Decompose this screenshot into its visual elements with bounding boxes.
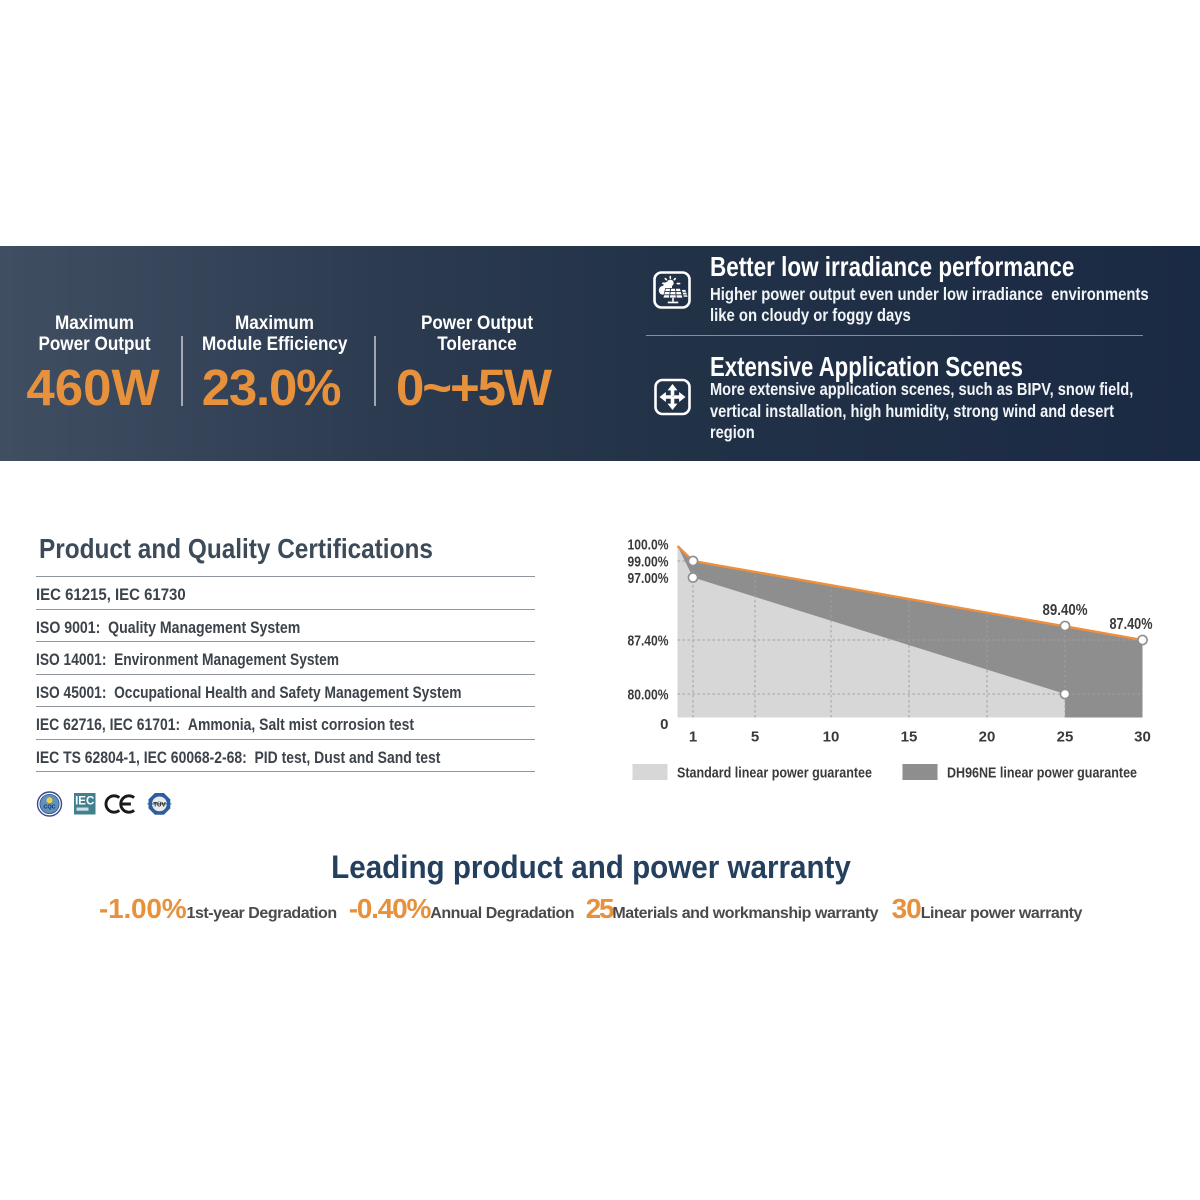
svg-text:DH96NE linear power guarantee: DH96NE linear power guarantee xyxy=(947,765,1137,782)
svg-text:TÜV: TÜV xyxy=(153,801,166,808)
svg-text:Standard linear power guarante: Standard linear power guarantee xyxy=(677,765,872,782)
svg-text:0: 0 xyxy=(660,716,668,733)
svg-text:15: 15 xyxy=(901,729,918,746)
svg-text:87.40%: 87.40% xyxy=(628,633,669,650)
svg-text:IEC: IEC xyxy=(75,796,94,808)
svg-text:99.00%: 99.00% xyxy=(628,554,669,571)
svg-text:5: 5 xyxy=(751,729,759,746)
svg-text:10: 10 xyxy=(823,729,840,746)
svg-text:30: 30 xyxy=(1134,729,1151,746)
svg-text:80.00%: 80.00% xyxy=(628,687,669,704)
svg-text:89.40%: 89.40% xyxy=(1043,602,1088,619)
svg-text:CQC: CQC xyxy=(43,805,55,811)
svg-text:97.00%: 97.00% xyxy=(628,570,669,587)
svg-text:87.40%: 87.40% xyxy=(1110,616,1153,633)
svg-text:1: 1 xyxy=(689,729,697,746)
svg-text:25: 25 xyxy=(1057,729,1074,746)
svg-text:20: 20 xyxy=(979,729,996,746)
svg-text:100.0%: 100.0% xyxy=(628,537,669,554)
